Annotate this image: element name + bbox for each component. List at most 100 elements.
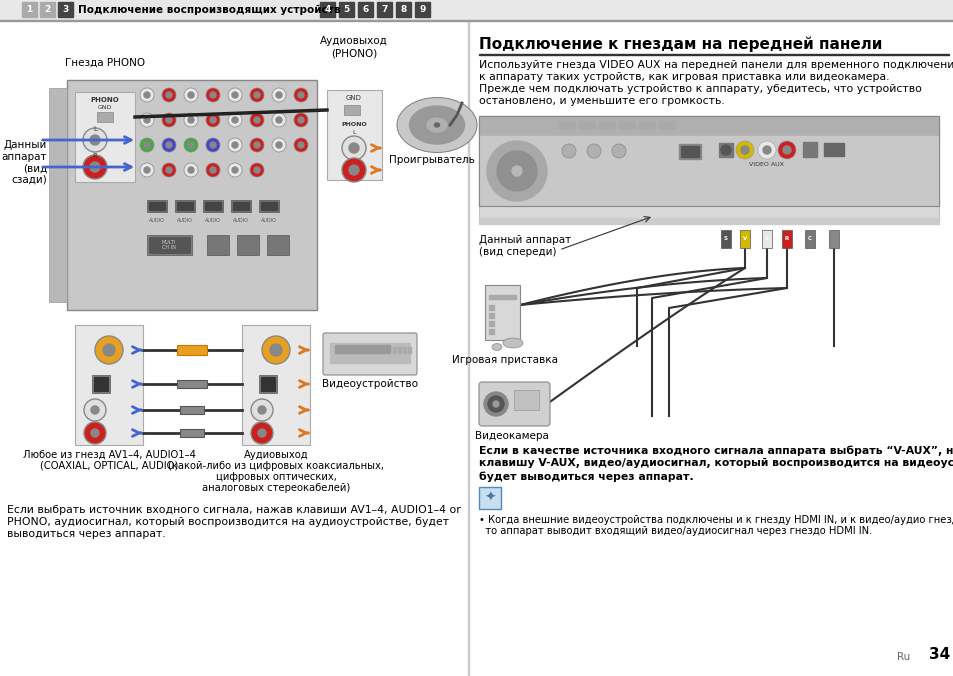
Bar: [489, 329, 494, 334]
Circle shape: [272, 138, 286, 152]
Bar: [75, 325, 143, 445]
Circle shape: [782, 146, 790, 154]
Circle shape: [206, 113, 220, 127]
Text: MULTI
CH IN: MULTI CH IN: [162, 239, 176, 250]
Circle shape: [253, 92, 260, 98]
Text: (COAXIAL, OPTICAL, AUDIO): (COAXIAL, OPTICAL, AUDIO): [40, 461, 178, 471]
Text: VIDEO AUX: VIDEO AUX: [748, 162, 782, 167]
Circle shape: [493, 401, 498, 407]
Bar: [478, 218, 938, 224]
Circle shape: [294, 88, 308, 102]
Bar: [327, 90, 381, 180]
Bar: [338, 2, 354, 17]
Circle shape: [140, 138, 153, 152]
Ellipse shape: [434, 123, 439, 127]
Text: Данный
аппарат
(вид
сзади): Данный аппарат (вид сзади): [2, 140, 47, 185]
Text: выводиться через аппарат.: выводиться через аппарат.: [7, 529, 166, 539]
Circle shape: [250, 113, 264, 127]
Circle shape: [250, 163, 264, 177]
Circle shape: [275, 142, 282, 148]
Text: 5: 5: [343, 5, 349, 14]
Text: ✦: ✦: [484, 491, 496, 505]
Circle shape: [144, 92, 150, 98]
Text: Аудиовыход: Аудиовыход: [243, 450, 308, 460]
Circle shape: [188, 117, 193, 123]
Bar: [828, 230, 838, 248]
Bar: [804, 230, 814, 248]
Text: Используйте гнезда VIDEO AUX на передней панели для временного подключения: Используйте гнезда VIDEO AUX на передней…: [478, 60, 953, 70]
Text: Подключение к гнездам на передней панели: Подключение к гнездам на передней панели: [478, 36, 882, 51]
Text: R: R: [784, 237, 788, 241]
Circle shape: [210, 142, 215, 148]
Circle shape: [262, 336, 290, 364]
Circle shape: [228, 113, 242, 127]
Circle shape: [272, 88, 286, 102]
Text: 3: 3: [62, 5, 69, 14]
Text: 8: 8: [400, 5, 406, 14]
Circle shape: [512, 166, 521, 176]
Text: L: L: [352, 130, 355, 135]
Text: • Когда внешние видеоустройства подключены и к гнезду HDMI IN, и к видео/аудио г: • Когда внешние видеоустройства подключе…: [478, 515, 953, 525]
Circle shape: [84, 399, 106, 421]
Circle shape: [140, 163, 153, 177]
Circle shape: [188, 92, 193, 98]
Circle shape: [275, 117, 282, 123]
Bar: [823, 143, 843, 156]
Circle shape: [90, 135, 100, 145]
Circle shape: [297, 117, 304, 123]
Circle shape: [483, 392, 507, 416]
Circle shape: [612, 144, 625, 158]
Circle shape: [210, 92, 215, 98]
Circle shape: [162, 138, 175, 152]
Circle shape: [210, 167, 215, 173]
Bar: [558, 121, 575, 129]
Bar: [679, 144, 700, 159]
Bar: [180, 429, 204, 437]
Circle shape: [488, 396, 503, 412]
Circle shape: [166, 167, 172, 173]
Bar: [344, 105, 359, 115]
Circle shape: [778, 141, 795, 159]
Circle shape: [257, 406, 266, 414]
Circle shape: [162, 88, 175, 102]
Circle shape: [166, 92, 172, 98]
FancyBboxPatch shape: [478, 382, 550, 426]
Bar: [267, 235, 289, 255]
Circle shape: [95, 336, 123, 364]
Text: L: L: [93, 126, 97, 132]
Text: аналоговых стереокабелей): аналоговых стереокабелей): [202, 483, 350, 493]
Bar: [719, 143, 732, 157]
Bar: [415, 2, 430, 17]
Text: Видеоустройство: Видеоустройство: [322, 379, 417, 389]
Circle shape: [586, 144, 600, 158]
Bar: [242, 325, 310, 445]
Text: Ru: Ru: [896, 652, 909, 662]
Circle shape: [144, 117, 150, 123]
Circle shape: [83, 155, 107, 179]
Circle shape: [206, 163, 220, 177]
Circle shape: [253, 142, 260, 148]
Circle shape: [341, 158, 366, 182]
Text: PHONO, аудиосигнал, который воспроизводится на аудиоустройстве, будет: PHONO, аудиосигнал, который воспроизводи…: [7, 517, 449, 527]
Bar: [376, 2, 392, 17]
Circle shape: [497, 151, 537, 191]
Bar: [802, 142, 816, 157]
Bar: [177, 345, 208, 355]
Text: к аппарату таких устройств, как игровая приставка или видеокамера.: к аппарату таких устройств, как игровая …: [478, 72, 888, 82]
Bar: [720, 230, 730, 248]
Bar: [659, 121, 675, 129]
Text: 2: 2: [45, 5, 51, 14]
Bar: [478, 487, 500, 509]
Bar: [468, 20, 469, 676]
Bar: [147, 235, 192, 255]
Bar: [58, 2, 73, 17]
Bar: [484, 285, 519, 340]
Text: Данный аппарат
(вид спереди): Данный аппарат (вид спереди): [478, 235, 571, 257]
Text: R: R: [92, 153, 97, 159]
Text: будет выводиться через аппарат.: будет выводиться через аппарат.: [478, 471, 693, 481]
Circle shape: [561, 144, 576, 158]
Circle shape: [740, 146, 748, 154]
Text: 34: 34: [928, 647, 949, 662]
Text: PHONO: PHONO: [341, 122, 367, 127]
Bar: [761, 230, 771, 248]
